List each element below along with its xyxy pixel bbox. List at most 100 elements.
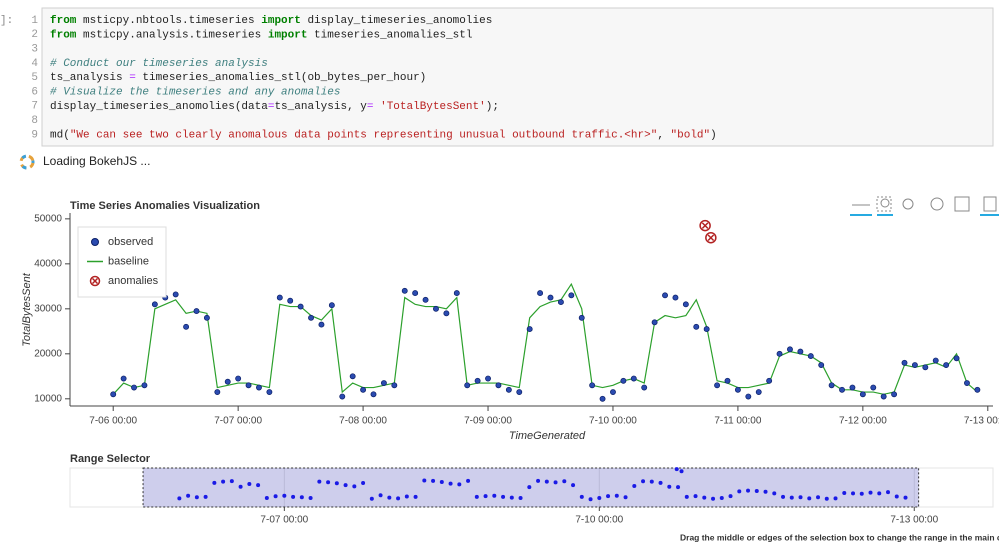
- line-number: 7: [31, 101, 38, 113]
- range-point: [816, 495, 821, 500]
- line-number: 3: [31, 44, 38, 56]
- range-point: [571, 483, 576, 488]
- hover-tool[interactable]: [983, 196, 997, 212]
- range-point: [509, 495, 514, 500]
- range-point: [203, 494, 208, 499]
- range-point: [877, 491, 882, 496]
- range-anomaly: [679, 469, 684, 474]
- range-point: [754, 489, 759, 494]
- save-tool[interactable]: [954, 196, 970, 212]
- y-axis-label: TotalBytesSent: [21, 272, 33, 347]
- range-point: [859, 491, 864, 496]
- observed-point: [412, 290, 419, 297]
- range-point: [466, 478, 471, 483]
- code-line: display_timeseries_anomolies(data=ts_ana…: [50, 101, 499, 113]
- observed-point: [349, 373, 356, 380]
- range-point: [518, 496, 523, 501]
- range-point: [842, 490, 847, 495]
- observed-point: [953, 355, 960, 362]
- code-cell[interactable]: [41, 7, 994, 147]
- observed-point: [703, 326, 710, 333]
- line-number: 1: [31, 15, 38, 27]
- legend-label: baseline: [108, 255, 149, 267]
- range-x-tick-label: 7-10 00:00: [575, 515, 623, 526]
- range-point: [492, 493, 497, 498]
- chart-title: Time Series Anomalies Visualization: [70, 200, 260, 212]
- range-point: [719, 496, 724, 501]
- range-point: [562, 479, 567, 484]
- range-note: Drag the middle or edges of the selectio…: [680, 532, 999, 542]
- observed-point: [734, 386, 741, 393]
- observed-point: [328, 302, 335, 309]
- cell-prompt: ]:: [0, 15, 13, 27]
- observed-point: [807, 353, 814, 360]
- range-point: [387, 495, 392, 500]
- box-zoom-tool[interactable]: [876, 196, 892, 212]
- range-point: [352, 484, 357, 489]
- range-point: [658, 480, 663, 485]
- observed-point: [224, 378, 231, 385]
- observed-point: [714, 382, 721, 389]
- observed-point: [172, 291, 179, 298]
- range-point: [693, 494, 698, 499]
- wheel-zoom-tool[interactable]: [902, 198, 914, 210]
- range-point: [439, 480, 444, 485]
- range-point: [623, 495, 628, 500]
- observed-point: [776, 350, 783, 357]
- code-line: ts_analysis = timeseries_anomalies_stl(o…: [50, 72, 426, 84]
- observed-point: [901, 359, 908, 366]
- range-point: [851, 491, 856, 496]
- observed-point: [641, 384, 648, 391]
- observed-point: [526, 326, 533, 333]
- range-point: [194, 495, 199, 500]
- range-point: [676, 485, 681, 490]
- observed-point: [672, 294, 679, 301]
- range-point: [317, 479, 322, 484]
- observed-point: [110, 391, 117, 398]
- observed-point: [308, 314, 314, 321]
- observed-point: [485, 375, 491, 382]
- range-point: [746, 488, 751, 493]
- x-tick-label: 7-10 00:00: [589, 416, 637, 427]
- observed-point: [682, 301, 689, 308]
- range-point: [536, 478, 541, 483]
- y-tick-label: 40000: [34, 258, 62, 269]
- observed-point: [203, 314, 210, 321]
- anomaly-cross: [701, 222, 709, 229]
- range-point: [186, 493, 191, 498]
- range-point: [684, 494, 689, 499]
- observed-point: [256, 384, 262, 391]
- observed-point: [849, 384, 856, 391]
- anomaly-point: [705, 231, 717, 244]
- observed-point: [787, 346, 793, 353]
- range-point: [247, 481, 252, 486]
- range-point: [868, 490, 873, 495]
- range-point: [396, 496, 401, 501]
- range-point: [334, 481, 339, 486]
- range-point: [221, 479, 226, 484]
- observed-point: [120, 375, 127, 382]
- observed-point: [131, 384, 137, 391]
- x-tick-label: 7-07 00:00: [214, 416, 262, 427]
- zoom-icon: [880, 198, 890, 208]
- code-line: # Conduct our timeseries analysis: [50, 58, 268, 70]
- observed-point: [287, 297, 294, 304]
- range-point: [474, 494, 479, 499]
- observed-point: [151, 301, 158, 308]
- observed-point: [433, 305, 439, 312]
- reset-tool[interactable]: [930, 197, 944, 211]
- observed-point: [599, 395, 606, 402]
- range-point: [553, 480, 558, 485]
- observed-point: [360, 386, 367, 393]
- code-line: from msticpy.analysis.timeseries import …: [50, 29, 472, 41]
- observed-point: [318, 321, 325, 328]
- range-point: [256, 483, 261, 488]
- x-tick-label: 7-11 00:00: [714, 416, 762, 427]
- observed-point: [620, 377, 627, 384]
- code-lines: 1 from msticpy.nbtools.timeseries import …: [31, 15, 716, 141]
- x-tick-label: 7-08 00:00: [339, 416, 387, 427]
- line-number: 5: [31, 72, 38, 84]
- range-point: [177, 496, 182, 501]
